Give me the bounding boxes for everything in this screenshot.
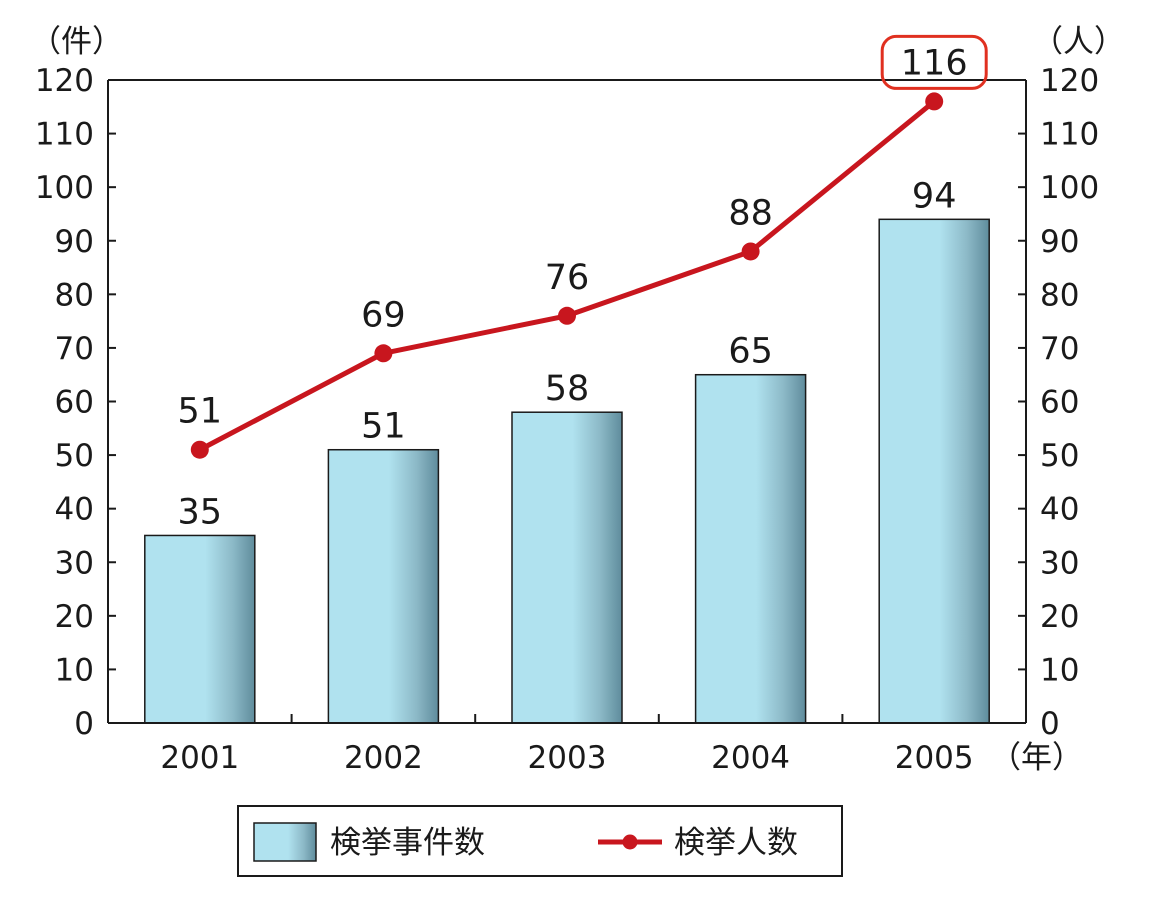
line-point-2002 bbox=[374, 344, 393, 363]
line-series bbox=[190, 92, 944, 459]
line-point-2001 bbox=[190, 440, 209, 459]
legend-line-marker bbox=[622, 834, 638, 850]
legend-line-label: 検挙人数 bbox=[674, 825, 798, 861]
bar-value-label: 58 bbox=[545, 369, 590, 409]
x-tick-label-2005: 2005 bbox=[895, 740, 974, 776]
left-tick-label: 10 bbox=[55, 652, 94, 688]
right-tick-label: 20 bbox=[1040, 599, 1079, 635]
x-axis-unit: （年） bbox=[990, 740, 1083, 776]
left-tick-label: 120 bbox=[35, 63, 94, 99]
x-tick-label-2004: 2004 bbox=[711, 740, 790, 776]
left-tick-label: 50 bbox=[55, 438, 94, 474]
right-tick-label: 100 bbox=[1040, 170, 1099, 206]
line-value-label: 88 bbox=[728, 193, 773, 233]
bar-2005 bbox=[878, 218, 990, 724]
bar-value-label: 51 bbox=[361, 407, 406, 447]
right-tick-label: 30 bbox=[1040, 545, 1079, 581]
left-tick-label: 0 bbox=[74, 706, 94, 742]
right-tick-label: 120 bbox=[1040, 63, 1099, 99]
left-axis-unit: （件） bbox=[30, 24, 123, 60]
line-value-label: 116 bbox=[901, 43, 968, 83]
x-tick-label-2003: 2003 bbox=[528, 740, 607, 776]
bar-value-label: 94 bbox=[912, 176, 957, 216]
highlight-box bbox=[880, 34, 988, 90]
left-tick-label: 20 bbox=[55, 599, 94, 635]
line-value-label: 69 bbox=[361, 295, 406, 335]
line-value-label: 51 bbox=[178, 392, 223, 432]
right-tick-label: 0 bbox=[1040, 706, 1060, 742]
bar-2001 bbox=[144, 534, 256, 724]
line-point-2004 bbox=[741, 242, 760, 261]
x-axis-ticks: 2001 2002 2003 2004 2005 （年） bbox=[160, 714, 1083, 776]
line-point-2005 bbox=[925, 92, 944, 111]
right-tick-label: 50 bbox=[1040, 438, 1079, 474]
y-axis-ticks: 0 10 20 30 40 50 60 70 80 90 100 110 120 0 10 20 30 40 50 6… bbox=[35, 63, 1099, 742]
bar-2004 bbox=[694, 373, 807, 724]
left-tick-label: 80 bbox=[55, 277, 94, 313]
x-tick-label-2002: 2002 bbox=[344, 740, 423, 776]
right-tick-label: 110 bbox=[1040, 117, 1099, 153]
data-labels: 35 51 58 65 94 51 69 76 88 116 bbox=[178, 34, 988, 532]
left-tick-label: 40 bbox=[55, 492, 94, 528]
bar-2002 bbox=[327, 448, 440, 724]
left-tick-label: 110 bbox=[35, 117, 94, 153]
right-tick-label: 60 bbox=[1040, 385, 1079, 421]
bar-2003 bbox=[511, 411, 623, 724]
line-value-label: 76 bbox=[545, 258, 590, 298]
legend: 検挙事件数 検挙人数 bbox=[237, 805, 843, 877]
left-tick-label: 100 bbox=[35, 170, 94, 206]
legend-bar-label: 検挙事件数 bbox=[330, 825, 485, 861]
legend-box bbox=[237, 805, 843, 877]
right-tick-label: 90 bbox=[1040, 224, 1079, 260]
bar-value-label: 35 bbox=[178, 492, 223, 532]
right-tick-label: 70 bbox=[1040, 331, 1079, 367]
bar-value-label: 65 bbox=[728, 332, 773, 372]
right-tick-label: 40 bbox=[1040, 492, 1079, 528]
line-point-2003 bbox=[558, 306, 576, 325]
x-tick-label-2001: 2001 bbox=[160, 740, 239, 776]
left-tick-label: 70 bbox=[55, 331, 94, 367]
left-tick-label: 30 bbox=[55, 545, 94, 581]
right-axis-unit: （人） bbox=[1032, 24, 1125, 60]
bar-series bbox=[144, 218, 990, 724]
right-tick-label: 80 bbox=[1040, 277, 1079, 313]
left-tick-label: 60 bbox=[55, 385, 94, 421]
legend-bar-swatch bbox=[253, 822, 317, 862]
right-tick-label: 10 bbox=[1040, 652, 1079, 688]
left-tick-label: 90 bbox=[55, 224, 94, 260]
